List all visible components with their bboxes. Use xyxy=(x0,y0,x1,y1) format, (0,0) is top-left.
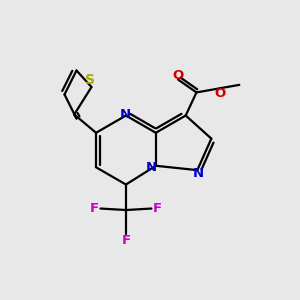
Text: O: O xyxy=(172,68,184,82)
Text: N: N xyxy=(193,167,204,180)
Text: O: O xyxy=(214,87,226,100)
Text: F: F xyxy=(122,233,130,247)
Text: S: S xyxy=(85,74,95,87)
Text: N: N xyxy=(120,107,131,121)
Text: F: F xyxy=(153,202,162,215)
Text: N: N xyxy=(146,161,157,174)
Text: F: F xyxy=(90,202,99,215)
